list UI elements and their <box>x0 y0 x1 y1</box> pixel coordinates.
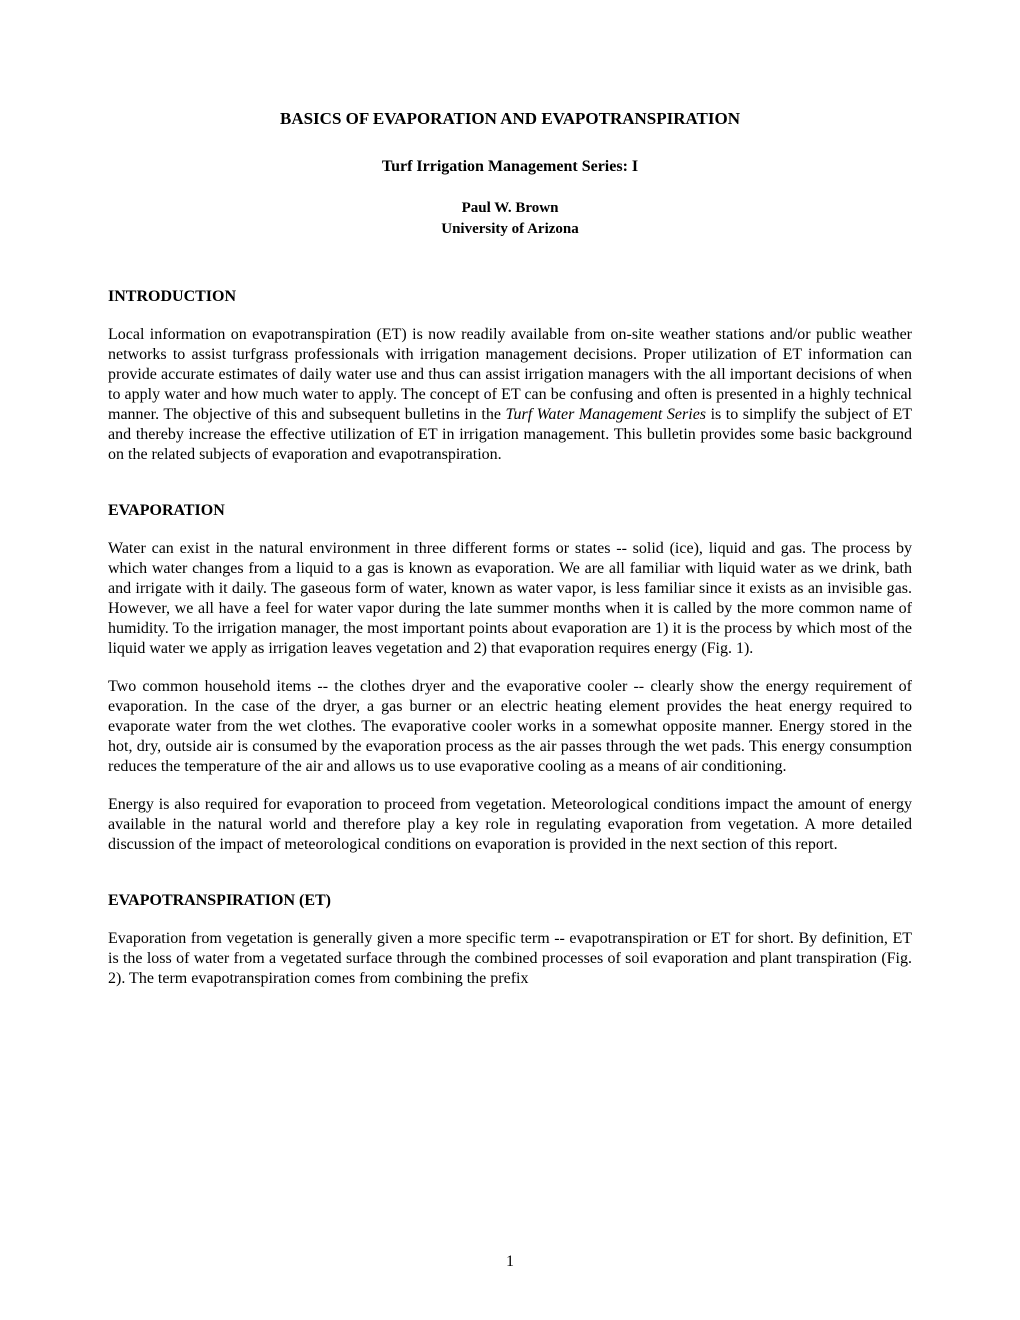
document-subtitle: Turf Irrigation Management Series: I <box>108 157 912 177</box>
section-heading-introduction: INTRODUCTION <box>108 287 912 307</box>
author-name: Paul W. Brown <box>108 199 912 218</box>
intro-paragraph-1: Local information on evapotranspiration … <box>108 325 912 465</box>
page-number: 1 <box>0 1252 1020 1272</box>
section-heading-evaporation: EVAPORATION <box>108 501 912 521</box>
evap-paragraph-1: Water can exist in the natural environme… <box>108 539 912 659</box>
evap-paragraph-3: Energy is also required for evaporation … <box>108 795 912 855</box>
et-paragraph-1: Evaporation from vegetation is generally… <box>108 929 912 989</box>
document-title: BASICS OF EVAPORATION AND EVAPOTRANSPIRA… <box>108 108 912 129</box>
intro-p1-italic: Turf Water Management Series <box>505 406 706 423</box>
section-heading-et: EVAPOTRANSPIRATION (ET) <box>108 891 912 911</box>
evap-paragraph-2: Two common household items -- the clothe… <box>108 677 912 777</box>
author-affiliation: University of Arizona <box>108 220 912 239</box>
